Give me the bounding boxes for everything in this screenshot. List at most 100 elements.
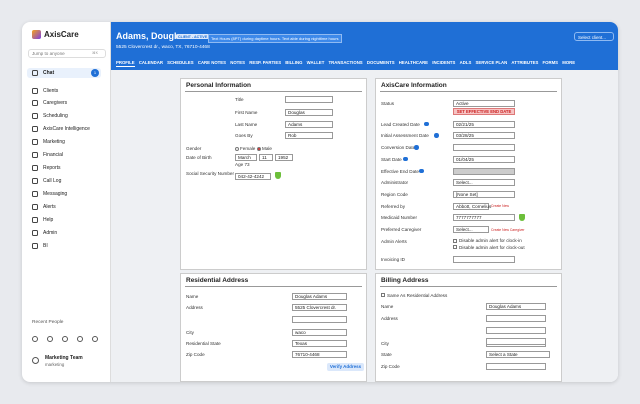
nav-item[interactable]: Reports (43, 165, 61, 171)
nav-icon (32, 70, 38, 76)
field-input[interactable] (285, 96, 333, 103)
nav-item[interactable]: Marketing (43, 139, 65, 145)
nav-item[interactable]: Clients (43, 88, 59, 94)
field-input[interactable]: 03/28/25 (453, 132, 515, 140)
field-label: Referred by (381, 203, 406, 209)
recent-icon[interactable] (77, 336, 83, 342)
tab[interactable]: ATTRIBUTES (511, 60, 539, 65)
nav-item[interactable]: Scheduling (43, 113, 68, 119)
address-line[interactable] (486, 338, 546, 345)
recent-icon[interactable] (32, 336, 38, 342)
field-label: Name (381, 304, 394, 309)
tab[interactable]: SERVICE PLAN (475, 60, 508, 65)
nav-item[interactable]: BI (43, 243, 48, 249)
tab[interactable]: INCIDENTS (432, 60, 456, 65)
nav-item[interactable]: Alerts (43, 204, 56, 210)
field-input[interactable]: 01/04/25 (453, 155, 515, 163)
field-input[interactable]: Douglas Adams (486, 303, 546, 310)
create-link[interactable]: Create New (491, 204, 509, 209)
field-input[interactable]: Douglas Adams (292, 293, 347, 300)
tab[interactable]: CALENDAR (138, 60, 163, 65)
nav-item[interactable]: Caregivers (43, 100, 68, 106)
verify-button[interactable]: Verify Address (327, 363, 364, 371)
field-input[interactable] (453, 144, 515, 152)
sidebar-divider (110, 22, 111, 382)
tab[interactable]: RESP. PARTIES (249, 60, 282, 65)
nav-item[interactable]: Financial (43, 152, 64, 158)
checkbox[interactable] (453, 238, 457, 243)
notice: Text Hours (8PT) during daytime hours. T… (208, 33, 342, 43)
field-input[interactable]: 7777777777 (453, 214, 515, 222)
select-client[interactable]: Select client... (574, 32, 614, 41)
field-input[interactable]: [None Set] (453, 190, 515, 198)
ssn-input[interactable]: 042-42-4242 (235, 173, 271, 180)
field-input[interactable]: Texas (292, 340, 347, 347)
field-input[interactable]: 02/21/25 (453, 120, 515, 128)
address-line[interactable] (486, 327, 546, 334)
radio[interactable] (257, 146, 261, 151)
field-label: Region Code (381, 191, 408, 197)
end-date-button[interactable]: SET EFFECTIVE END DATE (453, 108, 515, 115)
tab[interactable]: MORE (562, 60, 576, 65)
field-input[interactable]: Abbott, Cornelius (453, 202, 491, 210)
recent-icon[interactable] (47, 336, 53, 342)
tab[interactable]: DOCUMENTS (366, 60, 395, 65)
panel-rule (380, 286, 557, 287)
field-input[interactable]: Adams (285, 121, 333, 128)
field-input[interactable]: 5525 Clovercrest dr. (292, 304, 347, 311)
create-link[interactable]: Create New Caregiver (491, 227, 525, 232)
field-input[interactable]: Select a State (486, 351, 550, 358)
tab[interactable]: SCHEDULES (167, 60, 194, 65)
user-avatar (32, 357, 39, 364)
search-box[interactable] (28, 49, 106, 58)
radio-label: Male (262, 146, 272, 151)
nav-icon (32, 113, 38, 119)
nav-item[interactable]: Help (43, 217, 54, 223)
radio[interactable] (235, 146, 239, 151)
info-icon (434, 133, 439, 138)
checkbox[interactable] (381, 293, 385, 297)
field-input[interactable]: Rob (285, 132, 333, 139)
tab[interactable]: HEALTHCARE (398, 60, 429, 65)
shield (519, 214, 525, 222)
nav-item[interactable]: AxisCare Intelligence (43, 126, 90, 132)
tab[interactable]: TRANSACTIONS (328, 60, 363, 65)
nav-item[interactable]: Chat (43, 70, 55, 76)
field-input[interactable] (453, 167, 515, 175)
tab[interactable]: ADLS (459, 60, 472, 65)
nav-icon (32, 217, 38, 223)
tab[interactable]: BILLING (285, 60, 303, 65)
tab[interactable]: NOTES (230, 60, 246, 65)
nav-icon (32, 243, 38, 249)
field-input[interactable]: 76710-4468 (292, 351, 347, 358)
field-input[interactable]: waco (292, 329, 347, 336)
nav-icon (32, 100, 38, 106)
nav-item[interactable]: Call Log (43, 178, 62, 184)
select[interactable]: March (235, 154, 257, 161)
info-icon (414, 145, 419, 150)
field-label: Address (381, 316, 398, 321)
field-input[interactable] (453, 255, 515, 263)
nav-icon (32, 204, 38, 210)
info-icon (424, 121, 429, 127)
tab[interactable]: CARE NOTES (197, 60, 227, 65)
field-input[interactable]: Select... (453, 226, 489, 233)
select[interactable]: 1952 (275, 154, 293, 161)
select[interactable]: 11 (259, 154, 273, 161)
recent-icon[interactable] (92, 336, 98, 342)
address-line-2[interactable] (292, 316, 347, 323)
field-input[interactable] (486, 363, 546, 370)
recent-icon[interactable] (62, 336, 68, 342)
nav-item[interactable]: Admin (43, 230, 58, 236)
tab[interactable]: FORMS (542, 60, 559, 65)
tab[interactable]: PROFILE (116, 60, 135, 67)
nav-item[interactable]: Messaging (43, 191, 68, 197)
field-input[interactable] (486, 315, 546, 322)
field-input[interactable]: Select... (453, 179, 515, 187)
field-input[interactable]: Douglas (285, 109, 333, 116)
logo-icon (32, 30, 41, 39)
checkbox[interactable] (453, 245, 457, 250)
field-input[interactable]: Active (453, 100, 515, 107)
user-role: marketing (45, 362, 65, 367)
tab[interactable]: WALLET (306, 60, 325, 65)
